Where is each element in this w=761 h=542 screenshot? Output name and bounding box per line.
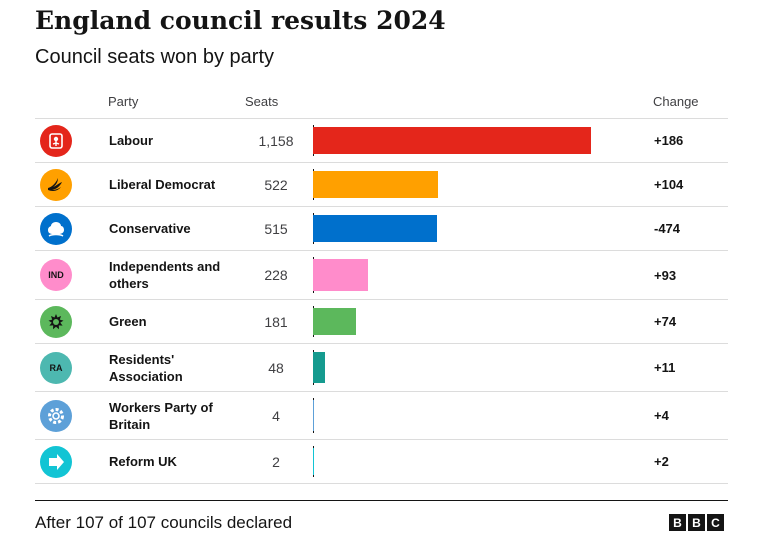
seats-bar-independents-and-others bbox=[313, 259, 368, 291]
result-row-labour: Labour 1,158 +186 bbox=[35, 119, 728, 163]
seats-bar-green bbox=[313, 308, 357, 335]
seats-bar-workers-party-of-britain bbox=[313, 400, 314, 431]
chart-title: England council results 2024 bbox=[35, 6, 446, 35]
seats-bar-liberal-democrat bbox=[313, 171, 439, 198]
result-row-liberal-democrat: Liberal Democrat 522 +104 bbox=[35, 163, 728, 207]
change-column-header: Change bbox=[653, 94, 699, 109]
party-icon-text: IND bbox=[48, 270, 64, 280]
seat-change-value: +93 bbox=[654, 268, 677, 283]
result-row-independents-and-others: IND Independents and others 228 +93 bbox=[35, 251, 728, 300]
party-column-header: Party bbox=[108, 94, 139, 109]
footer-divider bbox=[35, 500, 728, 501]
result-row-conservative: Conservative 515 -474 bbox=[35, 207, 728, 251]
seats-value-label: 4 bbox=[272, 408, 280, 424]
seat-change-value: +186 bbox=[654, 133, 684, 148]
seats-value-label: 228 bbox=[264, 267, 288, 283]
seat-change-value: +4 bbox=[654, 408, 669, 423]
party-name: Labour bbox=[109, 133, 154, 148]
seats-value-label: 2 bbox=[272, 454, 280, 470]
bbc-logo-letter: B bbox=[669, 514, 686, 531]
libdem-bird-icon bbox=[40, 168, 72, 201]
seats-value-label: 181 bbox=[264, 314, 288, 330]
seats-column-header: Seats bbox=[245, 94, 279, 109]
bbc-logo-letter: B bbox=[688, 514, 705, 531]
result-row-green: Green 181 +74 bbox=[35, 300, 728, 344]
footer-note: After 107 of 107 councils declared bbox=[35, 513, 293, 532]
reform-arrow-icon bbox=[40, 445, 72, 478]
seats-bar-labour bbox=[313, 127, 591, 154]
seats-value-label: 48 bbox=[268, 360, 284, 376]
party-icon-text: RA bbox=[49, 362, 63, 373]
bbc-logo-letter: C bbox=[707, 514, 724, 531]
seat-change-value: +2 bbox=[654, 454, 669, 469]
seats-value-label: 1,158 bbox=[258, 133, 294, 149]
workers-cog-icon bbox=[40, 399, 72, 432]
party-name: Liberal Democrat bbox=[109, 177, 216, 192]
party-name: Green bbox=[109, 314, 147, 329]
party-name: Independents and others bbox=[109, 259, 221, 291]
labour-rose-icon bbox=[40, 124, 72, 157]
bbc-logo: B B C bbox=[669, 514, 724, 531]
party-name: Conservative bbox=[109, 221, 191, 236]
party-name: Residents' Association bbox=[109, 352, 183, 384]
chart-subtitle: Council seats won by party bbox=[35, 46, 275, 68]
result-row-residents-association: RA Residents' Association 48 +11 bbox=[35, 344, 728, 392]
party-name: Reform UK bbox=[109, 454, 177, 469]
ind-badge-icon: IND bbox=[40, 259, 72, 291]
green-logo-icon bbox=[40, 305, 72, 338]
ra-badge-icon: RA bbox=[40, 351, 72, 384]
result-row-workers-party-of-britain: Workers Party of Britain 4 +4 bbox=[35, 392, 728, 440]
seat-change-value: -474 bbox=[654, 221, 681, 236]
result-row-reform-uk: Reform UK 2 +2 bbox=[35, 440, 728, 484]
seats-value-label: 522 bbox=[264, 177, 288, 193]
seats-value-label: 515 bbox=[264, 221, 288, 237]
seat-change-value: +104 bbox=[654, 177, 684, 192]
party-name: Workers Party of Britain bbox=[109, 400, 213, 432]
seats-bar-conservative bbox=[313, 215, 437, 242]
results-table: Labour 1,158 +186 Liberal Democrat 522 +104 Co… bbox=[35, 118, 728, 484]
seats-bar-residents-association bbox=[313, 352, 325, 383]
seat-change-value: +74 bbox=[654, 314, 677, 329]
conservative-tree-icon bbox=[40, 212, 72, 245]
bar-baseline bbox=[313, 446, 314, 477]
seat-change-value: +11 bbox=[654, 360, 676, 375]
